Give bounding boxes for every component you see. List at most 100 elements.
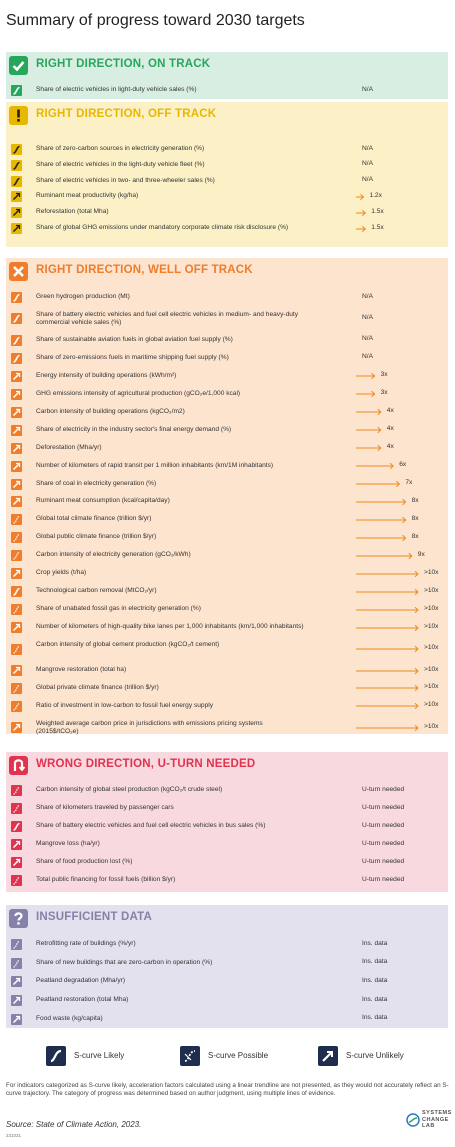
acceleration-arrow: [356, 426, 382, 434]
panel-well-off: RIGHT DIRECTION, WELL OFF TRACK Green hyd…: [6, 258, 448, 735]
panel-off-track: RIGHT DIRECTION, OFF TRACK Share of zero-…: [6, 102, 448, 247]
s-curve-unlikely-icon: [11, 839, 22, 850]
acceleration-factor: 9x: [417, 550, 425, 558]
acceleration-factor: 3x: [380, 389, 388, 397]
acceleration-factor: >10x: [424, 683, 439, 691]
indicator-row: GHG emissions intensity of agricultural …: [6, 388, 448, 400]
s-curve-likely-icon: [46, 1046, 66, 1066]
acceleration-factor: >10x: [424, 665, 439, 673]
acceleration-factor: >10x: [424, 586, 439, 594]
acceleration-arrow: [356, 480, 401, 488]
panel-header: RIGHT DIRECTION, OFF TRACK: [6, 102, 448, 128]
indicator-label: Mangrove restoration (total ha): [36, 666, 127, 673]
indicator-label: Share of electricity in the industry sec…: [36, 425, 232, 433]
indicator-row: Carbon intensity of building operations …: [6, 406, 448, 418]
indicator-label: Share of electric vehicles in the light-…: [36, 160, 205, 168]
source: Source: State of Climate Action, 2023.: [6, 1120, 142, 1129]
indicator-label: Green hydrogen production (Mt): [36, 293, 130, 300]
panel-header: WRONG DIRECTION, U-TURN NEEDED: [6, 752, 448, 778]
acceleration-factor: 3x: [380, 371, 388, 379]
indicator-label: Reforestation (total Mha): [36, 208, 109, 216]
acceleration-factor: >10x: [424, 644, 439, 652]
acceleration-arrow: [356, 534, 407, 542]
indicator-row: Ruminant meat consumption (kcal/capita/d…: [6, 496, 448, 508]
indicator-row: Global total climate finance (trillion $…: [6, 514, 448, 526]
indicator-label: Share of kilometers traveled by passenge…: [36, 804, 174, 811]
acceleration-arrow: [356, 685, 419, 692]
indicator-status: Ins. data: [362, 939, 388, 947]
indicator-label: Deforestation (Mha/yr): [36, 443, 102, 451]
exclamation-icon: [9, 106, 28, 125]
indicator-label: Share of electric vehicles in two- and t…: [36, 176, 215, 184]
indicator-label: Share of food production lost (%): [36, 858, 133, 865]
indicator-row: Share of new buildings that are zero-car…: [6, 957, 448, 969]
s-curve-unlikely-icon: [318, 1046, 338, 1066]
indicator-status: U-turn needed: [362, 857, 405, 865]
s-curve-likely-icon: [11, 352, 22, 364]
indicator-label: Share of zero-emissions fuels in maritim…: [36, 353, 229, 361]
indicator-row: Peatland restoration (total Mha) Ins. dat…: [6, 995, 448, 1007]
s-curve-unlikely-icon: [11, 1013, 22, 1025]
s-curve-unlikely-icon: [11, 496, 22, 508]
indicator-row: Share of battery electric vehicles and f…: [6, 821, 448, 832]
indicator-row: Ruminant meat productivity (kg/ha) 1.2x: [6, 191, 448, 203]
acceleration-factor: 7x: [405, 479, 413, 486]
indicator-row: Deforestation (Mha/yr) 4x: [6, 442, 448, 454]
acceleration-factor: 8x: [411, 532, 419, 540]
acceleration-arrow: [356, 667, 419, 674]
acceleration-arrow: [356, 606, 419, 613]
acceleration-arrow: [356, 498, 407, 506]
s-curve-unlikely-icon: [11, 370, 22, 382]
indicator-status: N/A: [362, 85, 373, 93]
indicator-status: U-turn needed: [362, 821, 405, 829]
s-curve-possible-icon: [11, 550, 22, 562]
indicator-row: Share of global GHG emissions under mand…: [6, 223, 448, 234]
s-curve-likely-icon: [11, 586, 22, 598]
logo-mark-icon: [406, 1113, 420, 1127]
indicator-row: Share of electric vehicles in light-duty…: [6, 85, 448, 96]
indicator-row: Share of sustainable aviation fuels in g…: [6, 334, 448, 346]
indicator-status: N/A: [362, 144, 373, 152]
footnote: For indicators categorized as S-curve li…: [6, 1082, 449, 1097]
s-curve-unlikely-icon: [11, 424, 22, 436]
s-curve-likely-icon: [11, 144, 22, 155]
acceleration-arrow: [356, 516, 407, 524]
panel-title: RIGHT DIRECTION, WELL OFF TRACK: [36, 264, 253, 276]
s-curve-likely-icon: [11, 313, 22, 325]
indicator-status: N/A: [362, 335, 373, 343]
figure-code: 231031: [6, 1133, 22, 1138]
acceleration-arrow: [356, 409, 382, 416]
panel-title: WRONG DIRECTION, U-TURN NEEDED: [36, 758, 256, 770]
acceleration-arrow: [356, 552, 413, 559]
indicator-label: Share of coal in electricity generation …: [36, 479, 157, 487]
legend-label: S-curve Unlikely: [346, 1051, 404, 1060]
acceleration-factor: >10x: [424, 568, 439, 576]
indicator-row: Reforestation (total Mha) 1.5x: [6, 207, 448, 219]
indicator-status: N/A: [362, 313, 373, 321]
s-curve-possible-icon: [11, 643, 22, 655]
indicator-label: Share of new buildings that are zero-car…: [36, 958, 213, 966]
acceleration-factor: 8x: [411, 514, 419, 522]
acceleration-factor: >10x: [424, 701, 439, 709]
acceleration-factor: 1.5x: [371, 207, 384, 215]
indicator-row: Energy intensity of building operations …: [6, 370, 448, 382]
indicator-row: Mangrove restoration (total ha) >10x: [6, 665, 448, 676]
panel-header: RIGHT DIRECTION, WELL OFF TRACK: [6, 258, 448, 284]
indicator-status: Ins. data: [362, 1014, 388, 1022]
indicator-status: U-turn needed: [362, 875, 405, 883]
indicator-label: Peatland restoration (total Mha): [36, 996, 129, 1004]
panel-header: INSUFFICIENT DATA: [6, 905, 448, 931]
indicator-label: Peatland degradation (Mha/yr): [36, 977, 126, 985]
s-curve-unlikely-icon: [11, 976, 22, 988]
panel-insufficient: INSUFFICIENT DATA Retrofitting rate of bu…: [6, 905, 448, 1028]
indicator-row: Number of kilometers of high-quality bik…: [6, 622, 448, 634]
s-curve-likely-icon: [11, 159, 22, 171]
indicator-label: Crop yields (t/ha): [36, 569, 87, 577]
acceleration-factor: 1.5x: [371, 223, 384, 231]
legend-label: S-curve Possible: [208, 1051, 269, 1060]
indicator-label: Share of zero-carbon sources in electric…: [36, 145, 205, 152]
acceleration-arrow: [356, 391, 376, 398]
s-curve-unlikely-icon: [11, 460, 22, 472]
indicator-label: Food waste (kg/capita): [36, 1014, 103, 1022]
indicator-status: N/A: [362, 160, 373, 168]
